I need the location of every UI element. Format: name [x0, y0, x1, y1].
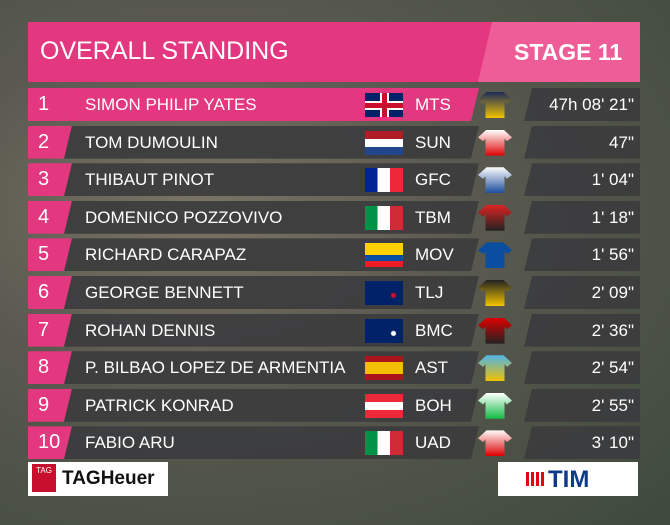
time: 1' 18" — [591, 207, 634, 227]
flag — [365, 318, 403, 343]
rank-box: 1 — [28, 88, 72, 121]
rank-box: 7 — [28, 314, 72, 347]
jersey — [478, 242, 512, 269]
time: 3' 10" — [591, 433, 634, 453]
team-code: MOV — [415, 245, 454, 265]
rank-box: 8 — [28, 351, 72, 384]
rank-box: 9 — [28, 389, 72, 422]
rank-box: 6 — [28, 276, 72, 309]
time: 47h 08' 21" — [549, 95, 634, 114]
team-code: BOH — [415, 395, 452, 415]
time-box — [524, 388, 640, 422]
time-box — [524, 351, 640, 385]
team-code: AST — [415, 358, 449, 378]
row-band — [64, 276, 479, 309]
team-code: GFC — [415, 170, 451, 190]
rank-box: 10 — [28, 426, 72, 459]
rank-box: 2 — [28, 126, 72, 159]
flag — [365, 281, 403, 305]
row-band — [64, 238, 479, 271]
time-box — [524, 163, 640, 197]
time: 2' 55" — [591, 395, 634, 415]
row-band — [64, 389, 479, 422]
time-box — [524, 313, 640, 347]
sponsor-badge: TAG — [32, 464, 56, 492]
row-band — [64, 163, 479, 196]
flag — [365, 130, 403, 155]
rider-name: ROHAN DENNIS — [85, 320, 216, 340]
rank-box: 3 — [28, 163, 72, 196]
row-band — [64, 201, 479, 234]
jersey — [478, 317, 512, 344]
stage-panel — [478, 22, 640, 82]
title: OVERALL STANDING — [40, 37, 289, 65]
rider-name: RICHARD CARAPAZ — [85, 245, 247, 265]
rider-name: SIMON PHILIP YATES — [85, 95, 257, 114]
rider-name: FABIO ARU — [85, 433, 175, 453]
team-code: TLJ — [415, 283, 444, 302]
time: 47" — [609, 132, 634, 152]
rank-box: 4 — [28, 201, 72, 234]
time-box — [524, 88, 640, 121]
jersey — [478, 204, 512, 231]
sponsor-right: TIM — [498, 462, 638, 496]
sponsor-left: TAG TAGHeuer — [28, 462, 168, 496]
jersey — [478, 280, 512, 306]
flag — [365, 393, 403, 418]
stage: STAGE 11 — [514, 39, 623, 65]
team-code: UAD — [415, 433, 451, 453]
flag — [365, 431, 403, 456]
time-box — [524, 125, 640, 159]
jersey — [478, 355, 512, 382]
jersey — [478, 392, 512, 419]
flag — [365, 93, 403, 117]
row-band — [64, 351, 479, 384]
time: 2' 54" — [591, 358, 634, 378]
rider-name: TOM DUMOULIN — [85, 132, 218, 152]
flag — [365, 356, 403, 381]
time: 1' 56" — [591, 245, 634, 265]
rider-name: GEORGE BENNETT — [85, 283, 244, 302]
row-band — [64, 314, 479, 347]
row-band — [64, 426, 479, 459]
sponsor-icon — [526, 472, 544, 486]
time-box — [524, 200, 640, 234]
time: 2' 09" — [591, 283, 634, 302]
flag — [365, 243, 403, 268]
team-code: TBM — [415, 207, 451, 227]
time-box — [524, 238, 640, 272]
jersey — [478, 167, 512, 194]
time-box — [524, 426, 640, 460]
rank-box: 5 — [28, 238, 72, 271]
sponsor-left-text: TAGHeuer — [62, 468, 155, 489]
team-code: BMC — [415, 320, 453, 340]
flag — [365, 205, 403, 230]
jersey — [478, 430, 512, 457]
team-code: SUN — [415, 132, 451, 152]
time-box — [524, 276, 640, 309]
rider-name: THIBAUT PINOT — [85, 170, 215, 190]
row-band — [64, 88, 479, 121]
sponsor-right-text: TIM — [548, 466, 590, 493]
jersey — [478, 129, 512, 156]
rider-name: PATRICK KONRAD — [85, 395, 234, 415]
rider-name: P. BILBAO LOPEZ DE ARMENTIA — [85, 358, 346, 378]
time: 1' 04" — [591, 170, 634, 190]
rider-name: DOMENICO POZZOVIVO — [85, 207, 283, 227]
time: 2' 36" — [591, 320, 634, 340]
team-code: MTS — [415, 95, 451, 114]
flag — [365, 168, 403, 193]
row-band — [64, 126, 479, 159]
jersey — [478, 92, 512, 118]
